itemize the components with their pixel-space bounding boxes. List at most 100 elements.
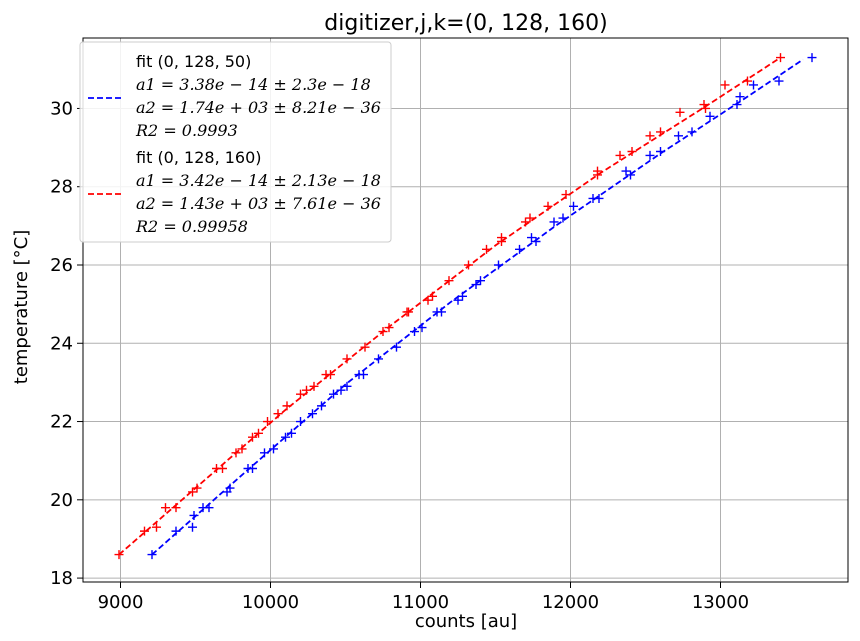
data-point — [515, 244, 524, 254]
x-tick-label: 11000 — [392, 592, 449, 613]
legend-entry-line: a1 = 3.42e − 14 ± 2.13e − 18 — [136, 171, 381, 190]
fit-line-series-1 — [118, 56, 781, 556]
data-point — [378, 327, 388, 337]
data-point — [231, 448, 241, 458]
data-point — [423, 295, 433, 305]
data-point — [645, 150, 655, 160]
data-point — [656, 127, 665, 137]
legend-entry-line: a2 = 1.74e + 03 ± 8.21e − 36 — [136, 98, 381, 117]
data-point — [287, 428, 296, 438]
data-point — [410, 327, 419, 337]
data-point — [254, 428, 263, 438]
data-point — [188, 487, 197, 497]
data-point — [615, 150, 625, 160]
data-point — [645, 131, 655, 141]
y-tick-label: 24 — [50, 333, 73, 354]
data-point — [225, 483, 235, 493]
fit-line-series-0 — [151, 58, 804, 556]
data-point — [218, 464, 227, 474]
data-point — [296, 417, 305, 427]
data-point — [189, 510, 199, 520]
data-point — [732, 100, 742, 110]
data-point — [494, 260, 503, 270]
data-point — [476, 276, 485, 286]
y-axis-label: temperature [°C] — [11, 230, 32, 384]
data-point — [192, 483, 202, 493]
data-point — [140, 526, 149, 536]
data-point — [171, 526, 181, 536]
data-point — [392, 342, 401, 352]
fit-lines — [118, 56, 804, 556]
data-point — [471, 280, 481, 290]
y-tick-label: 28 — [50, 177, 73, 198]
data-point — [161, 503, 170, 513]
data-point — [453, 295, 463, 305]
legend-entry-line: fit (0, 128, 50) — [136, 52, 251, 71]
data-point — [594, 193, 604, 203]
legend-entry-line: a2 = 1.43e + 03 ± 7.61e − 36 — [136, 194, 381, 213]
data-point — [428, 291, 437, 301]
data-point — [482, 244, 491, 254]
data-point — [281, 432, 290, 442]
data-point — [263, 417, 272, 427]
data-point — [326, 370, 335, 380]
legend-entry-line: R2 = 0.99958 — [135, 217, 248, 236]
data-point — [521, 217, 530, 227]
data-point — [248, 464, 257, 474]
data-point — [359, 370, 368, 380]
data-point — [152, 522, 161, 532]
data-point — [735, 92, 745, 102]
legend-entry-line: R2 = 0.9993 — [135, 121, 238, 140]
data-point — [749, 80, 758, 90]
data-point — [807, 53, 817, 63]
data-point — [549, 217, 559, 227]
data-point — [404, 307, 413, 317]
data-point — [705, 111, 715, 121]
data-point — [204, 503, 214, 513]
data-point — [114, 550, 124, 560]
data-point — [317, 401, 326, 411]
data-point — [248, 432, 257, 442]
data-point — [675, 107, 685, 117]
data-point — [384, 323, 394, 333]
data-point — [269, 444, 278, 454]
data-point — [329, 389, 338, 399]
data-point — [497, 233, 506, 243]
data-point — [569, 201, 578, 211]
data-point — [464, 260, 473, 270]
data-point — [444, 276, 454, 286]
data-point — [626, 170, 635, 180]
y-tick-label: 18 — [50, 568, 73, 589]
data-point — [374, 354, 383, 364]
legend-entry-line: a1 = 3.38e − 14 ± 2.3e − 18 — [136, 75, 371, 94]
data-point — [774, 76, 784, 86]
x-axis-label: counts [au] — [415, 611, 517, 632]
data-point — [458, 291, 467, 301]
data-point — [687, 127, 697, 137]
data-point — [273, 409, 283, 419]
x-tick-label: 12000 — [542, 592, 599, 613]
legend-box — [79, 41, 392, 243]
data-point — [437, 307, 446, 317]
x-tick-label: 13000 — [692, 592, 749, 613]
data-point — [621, 166, 631, 176]
legend: fit (0, 128, 50) a1 = 3.38e − 14 ± 2.3e −… — [79, 41, 392, 243]
data-point — [260, 448, 269, 458]
data-point — [593, 166, 602, 176]
data-point — [188, 522, 197, 532]
y-tick-label: 22 — [50, 412, 73, 433]
data-point — [674, 131, 683, 141]
data-point — [543, 201, 553, 211]
x-axis-ticks: 9000 10000 11000 12000 13000 — [98, 582, 749, 613]
data-point — [360, 342, 370, 352]
data-point — [342, 381, 352, 391]
data-point — [527, 233, 536, 243]
chart-title: digitizer,j,k=(0, 128, 160) — [324, 11, 607, 36]
data-points — [114, 53, 817, 560]
data-point — [776, 53, 785, 63]
data-point — [309, 381, 319, 391]
data-point — [699, 100, 709, 110]
y-tick-label: 26 — [50, 255, 73, 276]
data-point — [561, 190, 571, 200]
